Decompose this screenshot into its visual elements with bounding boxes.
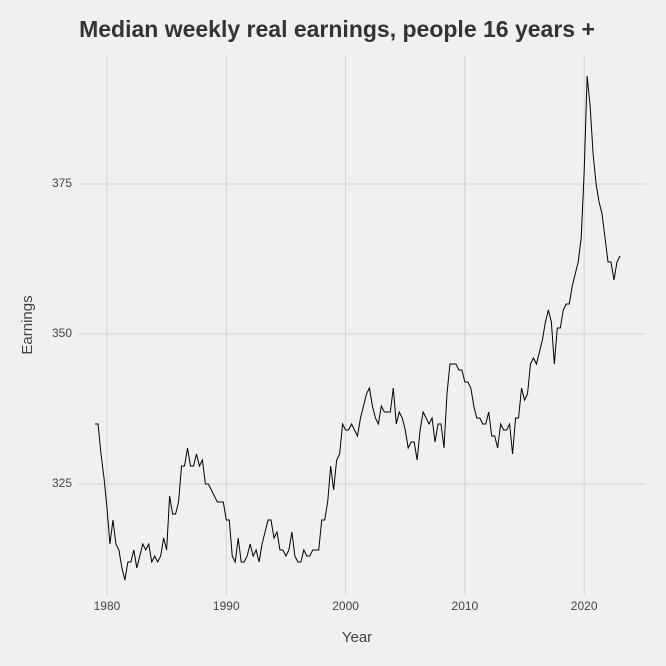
x-tick-label: 2020 bbox=[571, 599, 598, 613]
x-tick-label: 1980 bbox=[94, 599, 121, 613]
x-axis-title: Year bbox=[342, 629, 372, 646]
y-axis-title: Earnings bbox=[19, 295, 36, 354]
y-tick-label: 325 bbox=[52, 476, 72, 490]
x-tick-label: 2000 bbox=[332, 599, 359, 613]
line bbox=[95, 75, 621, 581]
x-tick-label: 2010 bbox=[452, 599, 479, 613]
x-tick-label: 1990 bbox=[213, 599, 240, 613]
y-tick-label: 375 bbox=[52, 176, 72, 190]
y-tick-label: 350 bbox=[52, 326, 72, 340]
chart-title: Median weekly real earnings, people 16 y… bbox=[79, 16, 595, 42]
